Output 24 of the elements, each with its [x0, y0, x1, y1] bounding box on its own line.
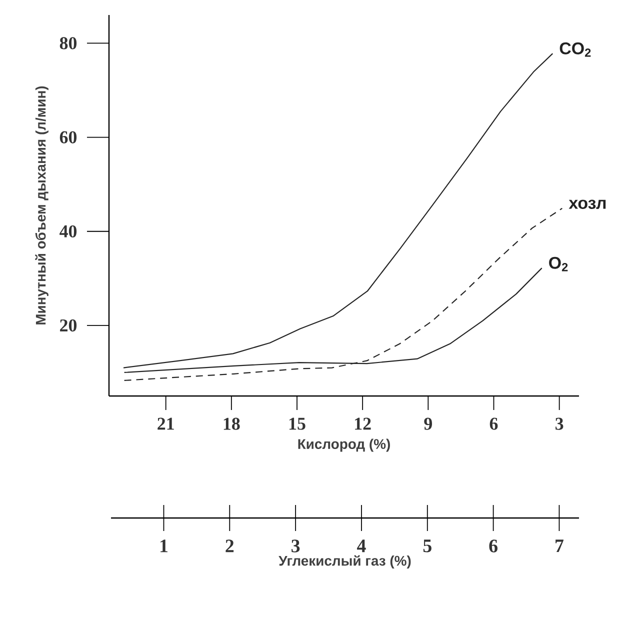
x-tick-label: 15 [289, 418, 306, 430]
x-tick-label: 18 [224, 418, 240, 430]
x2-tick-label: 3 [292, 540, 300, 552]
x-tick-label: 21 [158, 418, 174, 430]
x2-tick-label: 2 [226, 540, 234, 552]
y-tick-label: 20 [60, 319, 77, 332]
x-tick-label: 6 [490, 418, 498, 430]
series-label: O$_{2}$ [549, 256, 568, 272]
x2-tick-label: 7 [556, 540, 564, 552]
x-tick-label: 9 [424, 418, 432, 430]
x-axis-title: Кислород (%) [298, 438, 390, 452]
y-tick-label: 60 [60, 131, 77, 144]
series-label: CO$_{2}$ [560, 42, 591, 57]
x2-axis-title: Углекислый газ (%) [278, 555, 411, 568]
x2-tick-label: 1 [160, 540, 168, 552]
x2-tick-label: 5 [423, 540, 432, 552]
y-axis-title: Минутный объем дыхания (л/мин) [35, 86, 48, 324]
x-tick-label: 12 [355, 418, 371, 430]
x-tick-label: 3 [556, 418, 564, 430]
x2-tick-label: 6 [489, 540, 498, 552]
x2-tick-label: 4 [357, 540, 366, 552]
y-tick-label: 80 [60, 37, 77, 50]
series-label: хозл [568, 200, 606, 209]
y-tick-label: 40 [60, 225, 77, 238]
